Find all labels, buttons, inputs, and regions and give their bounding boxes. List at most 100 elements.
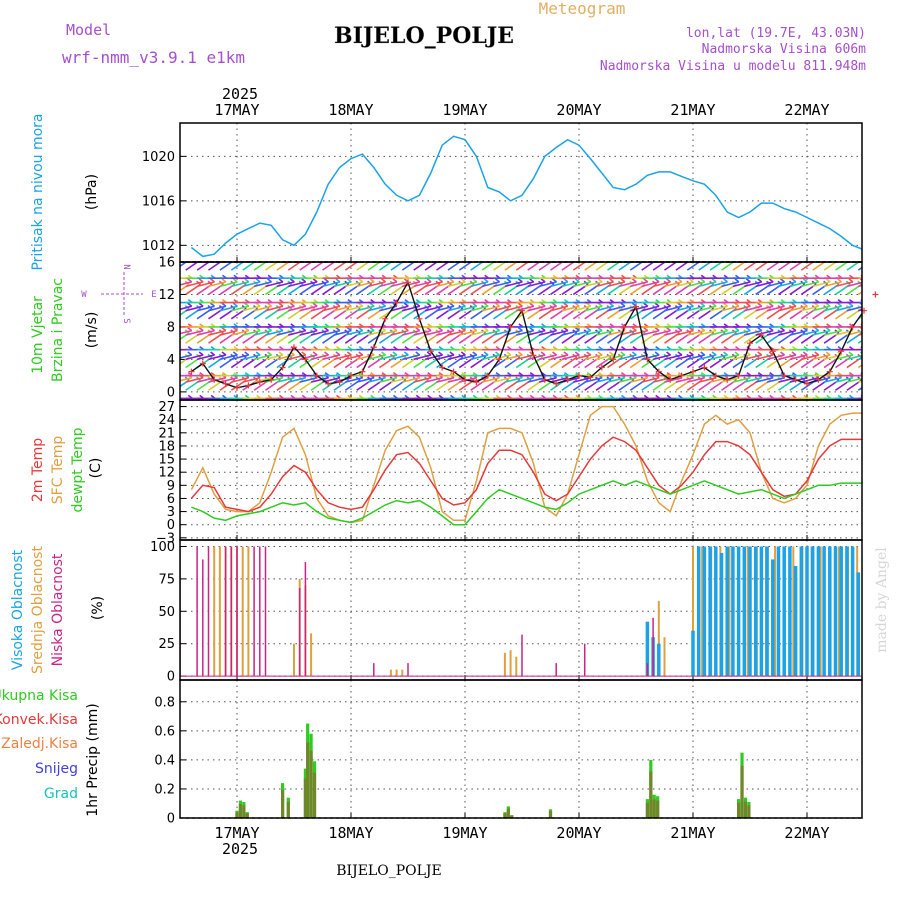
- wind-arrow: [595, 281, 614, 288]
- cloud-axis-mid: Srednja Oblacnost: [30, 546, 46, 674]
- wind-gust-marker: [439, 364, 446, 371]
- temp-axis-unit: (C): [88, 458, 104, 479]
- wind-arrow: [721, 262, 735, 271]
- cloud-bar-1: [692, 546, 694, 677]
- wind-arrow: [823, 376, 842, 383]
- wind-arrow: [436, 329, 455, 336]
- wind-arrow: [459, 281, 477, 288]
- wind-arrow-head: [244, 278, 250, 283]
- wind-arrow-head: [710, 257, 714, 260]
- wind-arrow-head: [712, 255, 716, 258]
- wind-arrow-head: [187, 278, 193, 283]
- wind-arrow-head: [426, 326, 432, 332]
- wind-ytick-label: 4: [167, 353, 175, 368]
- wind-arrow: [789, 376, 808, 383]
- wind-arrow: [858, 284, 862, 288]
- wind-arrow-head: [780, 278, 786, 283]
- precip-grid: 0 0.2 0.4 0.6 0.8: [154, 680, 862, 827]
- cloud-bar-2: [207, 546, 210, 677]
- wind-arrow-head: [427, 255, 431, 258]
- wind-arrow: [287, 262, 302, 271]
- wind-arrow-head: [711, 302, 717, 307]
- wind-arrow-head: [540, 326, 546, 332]
- cloud-bar-1: [819, 546, 822, 677]
- wind-arrow-head: [778, 257, 782, 260]
- cloud-ytick-label: 50: [158, 605, 175, 620]
- wind-arrow: [675, 281, 694, 288]
- wind-arrow-head: [664, 257, 668, 260]
- wind-arrow-head: [449, 302, 455, 307]
- wind-gust-marker: [610, 356, 617, 363]
- wind-arrow: [447, 281, 466, 288]
- wind-arrow-head: [781, 255, 785, 258]
- wind-arrow-head: [586, 326, 592, 332]
- wind-arrow: [858, 308, 862, 312]
- wind-gust-marker: [758, 332, 765, 339]
- wind-arrow-head: [859, 278, 862, 282]
- wind-gust-marker: [769, 348, 776, 355]
- wind-gust-marker: [484, 372, 491, 379]
- wind-arrow-head: [415, 326, 421, 332]
- wind-arrow: [789, 354, 808, 361]
- wind-arrow-head: [493, 257, 497, 260]
- wind-arrow: [390, 376, 409, 383]
- wind-arrow: [493, 354, 512, 361]
- wind-gust-marker: [188, 368, 195, 375]
- wind-arrow: [573, 329, 591, 336]
- wind-arrow-head: [723, 302, 729, 307]
- compass-s: S: [121, 318, 131, 323]
- wind-arrow: [242, 376, 261, 383]
- wind-arrow-head: [390, 257, 394, 260]
- wind-arrow: [196, 281, 215, 288]
- wind-arrow-head: [734, 326, 740, 332]
- wind-arrow-head: [883, 328, 887, 331]
- wind-arrow-head: [755, 257, 759, 260]
- wind-arrow-head: [289, 326, 295, 332]
- wind-arrow-head: [449, 278, 455, 283]
- cloud-axis-high: Visoka Oblacnost: [10, 549, 26, 670]
- wind-arrow-head: [700, 326, 706, 332]
- wind-arrow-head: [529, 278, 535, 283]
- wind-arrow-head: [609, 351, 615, 356]
- wind-arrow-head: [732, 257, 736, 260]
- wind-arrow: [379, 376, 398, 383]
- wind-gust-marker: [519, 307, 525, 314]
- wind-arrow-head: [643, 302, 649, 307]
- wind-arrow-head: [789, 257, 793, 260]
- wind-arrow: [801, 376, 819, 383]
- wind-arrow: [641, 329, 660, 336]
- year-top: 2025: [222, 85, 258, 103]
- wind-arrow: [436, 262, 450, 271]
- wind-arrow-head: [288, 257, 292, 260]
- cloud-bar-0: [799, 546, 804, 677]
- wind-arrow-head: [460, 326, 466, 332]
- wind-arrow: [322, 354, 341, 361]
- wind-arrow: [299, 354, 318, 361]
- wind-gust-marker: [564, 376, 571, 383]
- wind-arrow-head: [460, 351, 466, 356]
- cloud-bar-0: [731, 546, 735, 677]
- wind-arrow: [481, 354, 500, 361]
- wind-arrow-head: [815, 255, 819, 258]
- cloud-bar-0: [816, 546, 821, 677]
- wind-arrow-head: [267, 326, 273, 332]
- wind-arrow: [208, 305, 227, 312]
- wind-arrow: [447, 329, 466, 336]
- wind-arrow: [196, 262, 211, 271]
- precip-bar-conv: [652, 799, 656, 818]
- wind-arrow: [424, 305, 443, 312]
- wind-arrow: [356, 305, 375, 312]
- cloud-bar-0: [828, 546, 832, 677]
- wind-arrow: [345, 376, 363, 383]
- wind-arrow: [675, 376, 694, 383]
- temp-axis-t2m: 2m Temp: [30, 438, 46, 502]
- wind-arrow-head: [495, 278, 501, 283]
- wind-arrow-head: [884, 324, 888, 327]
- wind-arrow: [870, 331, 887, 335]
- wind-arrow-head: [244, 302, 250, 307]
- wind-arrow-head: [403, 302, 409, 307]
- precip-bar-conv: [740, 765, 744, 818]
- wind-arrow-head: [403, 326, 409, 332]
- wind-arrow-head: [711, 351, 717, 356]
- compass-w: W: [81, 290, 87, 300]
